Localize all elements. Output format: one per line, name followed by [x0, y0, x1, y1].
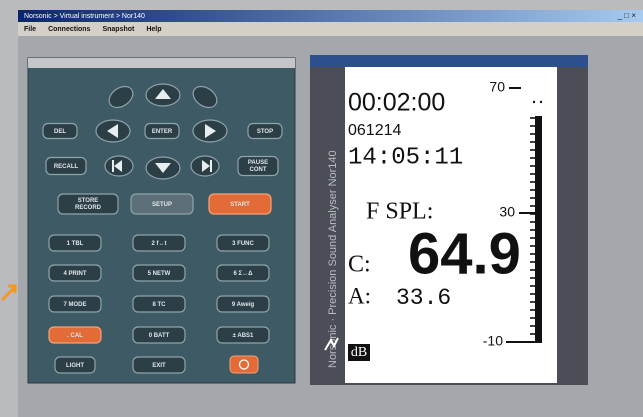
- window-controls[interactable]: _ □ ×: [617, 11, 637, 20]
- brand: Norsonic · Precision Sound Analyser Nor1…: [327, 150, 339, 368]
- scale-label: 70: [489, 79, 505, 95]
- key-label: START: [230, 202, 250, 208]
- key-label: ENTER: [152, 129, 173, 135]
- key[interactable]: [216, 264, 270, 282]
- key-label: 3 FUNC: [232, 241, 254, 247]
- key-label: RECALL: [54, 164, 79, 170]
- key-label: CONT: [250, 167, 267, 173]
- key-label: SETUP: [152, 202, 172, 208]
- help-key[interactable]: [189, 82, 221, 112]
- key-label: 5 NETW: [148, 271, 171, 277]
- scale-label: 30: [499, 204, 515, 220]
- key[interactable]: [48, 234, 102, 252]
- level-meter: [506, 87, 543, 343]
- key-label: EXIT: [152, 363, 166, 369]
- key-label: DEL: [54, 129, 66, 135]
- key-label: 7 MODE: [63, 302, 86, 308]
- key-label: STORE: [78, 198, 99, 204]
- key[interactable]: [132, 356, 186, 374]
- power-icon: [238, 359, 250, 370]
- clock: 14:05:11: [348, 144, 463, 171]
- scale-label: -10: [483, 333, 503, 349]
- unit: dB: [351, 345, 367, 360]
- key-label: LIGHT: [66, 363, 84, 369]
- key[interactable]: [48, 264, 102, 282]
- display-screen: [345, 67, 557, 383]
- key-label: 6 Σ↔Δ: [234, 271, 254, 277]
- mode: F SPL:: [366, 199, 433, 225]
- menu-item[interactable]: Snapshot: [102, 26, 135, 33]
- key-label: 9 Aweig: [232, 302, 255, 308]
- value-c: 64.9: [408, 221, 521, 286]
- key-label: STOP: [257, 129, 273, 135]
- key[interactable]: [132, 326, 186, 344]
- key-label: 0 BATT: [149, 333, 170, 339]
- key[interactable]: [132, 264, 186, 282]
- key[interactable]: [42, 122, 78, 140]
- key[interactable]: [45, 156, 87, 176]
- key[interactable]: [216, 295, 270, 313]
- keypad-header: [28, 58, 295, 68]
- key[interactable]: [216, 234, 270, 252]
- key-label: PAUSE: [248, 160, 268, 166]
- dot: [539, 100, 543, 104]
- power-key[interactable]: [229, 355, 259, 374]
- meter-bar: [535, 116, 542, 342]
- key[interactable]: [216, 326, 270, 344]
- key[interactable]: [57, 193, 119, 215]
- display-top-strip: [310, 55, 588, 67]
- key-label: 4 PRINT: [63, 271, 86, 277]
- menu-bar: [18, 22, 643, 36]
- brand-logo: [324, 337, 339, 351]
- menu-item[interactable]: Help: [146, 26, 161, 33]
- unit-box: [348, 344, 370, 361]
- key[interactable]: [132, 234, 186, 252]
- key-label: ± ABS1: [233, 333, 254, 339]
- key[interactable]: [132, 295, 186, 313]
- key[interactable]: [247, 122, 283, 140]
- title-bar: [18, 10, 643, 22]
- channel-a: A:: [348, 283, 371, 308]
- key-label: RECORD: [75, 205, 102, 211]
- key[interactable]: [237, 155, 279, 177]
- date: 061214: [348, 122, 401, 139]
- window-title: Norsonic > Virtual instrument > Nor140: [24, 13, 145, 20]
- timer: 00:02:00: [348, 89, 445, 117]
- value-a: 33.6: [396, 285, 451, 311]
- esc-key[interactable]: [105, 82, 137, 112]
- menu-item[interactable]: Connections: [48, 26, 90, 33]
- key[interactable]: [54, 356, 96, 374]
- key-label: . CAL: [67, 333, 83, 339]
- dot: [532, 100, 536, 104]
- channel-c: C:: [348, 252, 371, 278]
- menu-item[interactable]: File: [24, 26, 36, 33]
- key[interactable]: [144, 122, 180, 140]
- key-label: 2 f↔t: [152, 241, 167, 247]
- key-label: 1 TBL: [67, 241, 84, 247]
- key[interactable]: [48, 295, 102, 313]
- key[interactable]: [130, 193, 194, 215]
- key[interactable]: [208, 193, 272, 215]
- pointer-arrow: [0, 284, 17, 302]
- key-label: 8 TC: [152, 302, 166, 308]
- key[interactable]: [48, 326, 102, 344]
